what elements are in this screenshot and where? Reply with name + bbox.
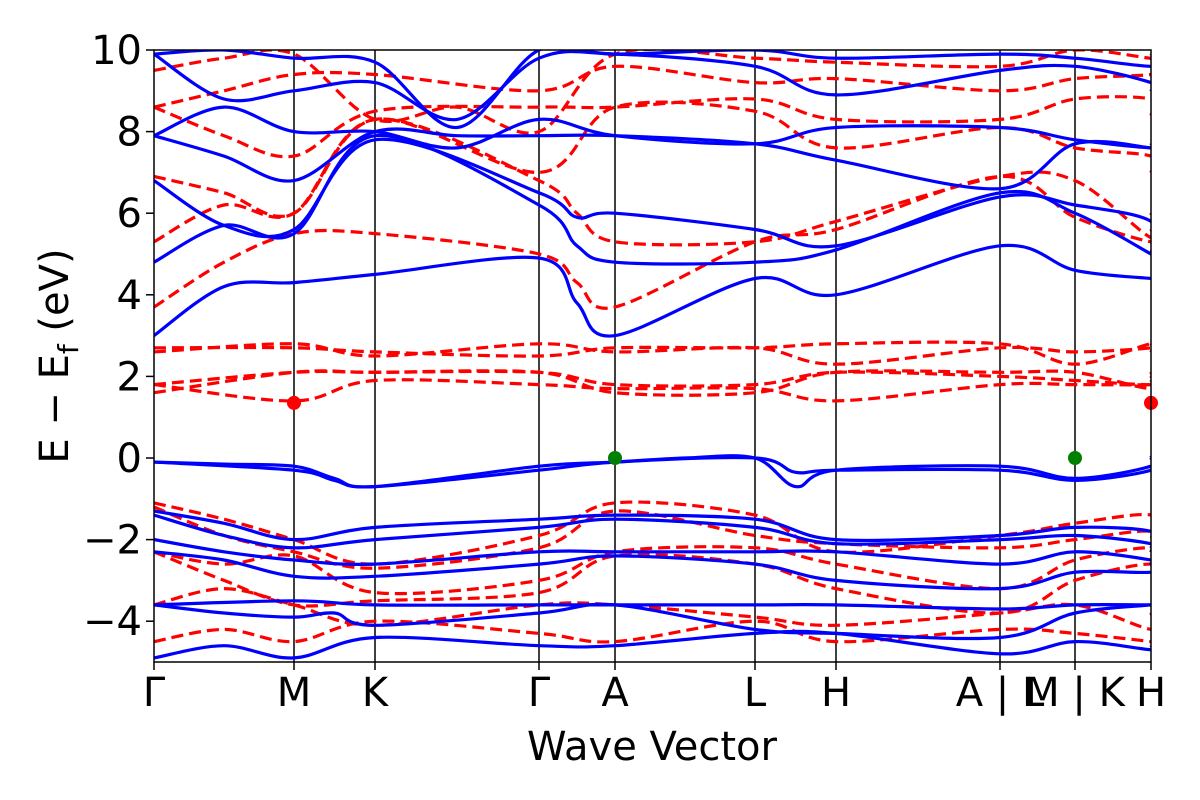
solid-band-line (154, 599, 1151, 611)
x-tick-label: A | L (956, 670, 1045, 716)
x-tick-label: L (744, 670, 767, 716)
y-tick-label: 0 (117, 436, 142, 482)
dashed-band-line (154, 64, 1151, 109)
y-axis-label-unit: (eV) (32, 248, 78, 344)
vbm-marker (1068, 451, 1082, 465)
y-tick-label: −4 (83, 599, 142, 645)
solid-band-line (154, 50, 1151, 130)
solid-band-line (154, 538, 1151, 566)
solid-band-line (154, 105, 1151, 150)
vbm-marker (608, 451, 622, 465)
dashed-band-line (154, 378, 1151, 403)
x-tick-label: A (601, 670, 629, 716)
x-tick-label: H (1136, 670, 1166, 716)
x-tick-label: Γ (528, 670, 551, 716)
y-axis-label-group: E − Ef (eV) (32, 248, 85, 463)
x-tick-label: M | K (1025, 670, 1126, 716)
solid-band-line (154, 513, 1151, 554)
y-tick-label: 2 (117, 354, 142, 400)
x-tick-label: Γ (143, 670, 166, 716)
solid-band-line (154, 455, 1151, 489)
y-tick-label: 6 (117, 191, 142, 237)
dashed-band-line (154, 619, 1151, 644)
y-tick-label: 8 (117, 110, 142, 156)
solid-band-line (154, 137, 1151, 254)
solid-band-line (154, 602, 1151, 641)
y-axis-label-subscript: f (52, 343, 85, 354)
x-tick-label: K (362, 670, 390, 716)
dashed-band-line (154, 340, 1151, 366)
plot-frame (153, 49, 1152, 663)
dashed-band-line (154, 117, 1151, 247)
dashed-band-line (154, 369, 1151, 388)
y-tick-label: −2 (83, 518, 142, 564)
dashed-band-line (154, 95, 1151, 159)
x-tick-label: M (277, 670, 312, 716)
dashed-band-line (154, 545, 1151, 596)
solid-band-line (154, 550, 1151, 591)
band-lines (154, 50, 1151, 660)
y-tick-label: 10 (91, 28, 142, 74)
dashed-band-line (154, 587, 1151, 631)
y-axis-ticks: −4 −2 0 2 4 6 8 10 (83, 28, 154, 645)
cbm-marker (287, 395, 301, 410)
x-axis-label: Wave Vector (527, 724, 778, 770)
dashed-band-line (154, 342, 1151, 366)
solid-band-line (154, 629, 1151, 660)
dashed-band-line (154, 100, 1151, 218)
solid-band-line (154, 509, 1151, 548)
y-tick-label: 4 (117, 273, 142, 319)
x-tick-label: H (821, 670, 851, 716)
y-axis-label: E − E (32, 354, 78, 464)
svg-text:E − Ef (eV): E − Ef (eV) (32, 248, 85, 463)
solid-band-line (154, 243, 1151, 338)
solid-band-line (154, 133, 1151, 266)
